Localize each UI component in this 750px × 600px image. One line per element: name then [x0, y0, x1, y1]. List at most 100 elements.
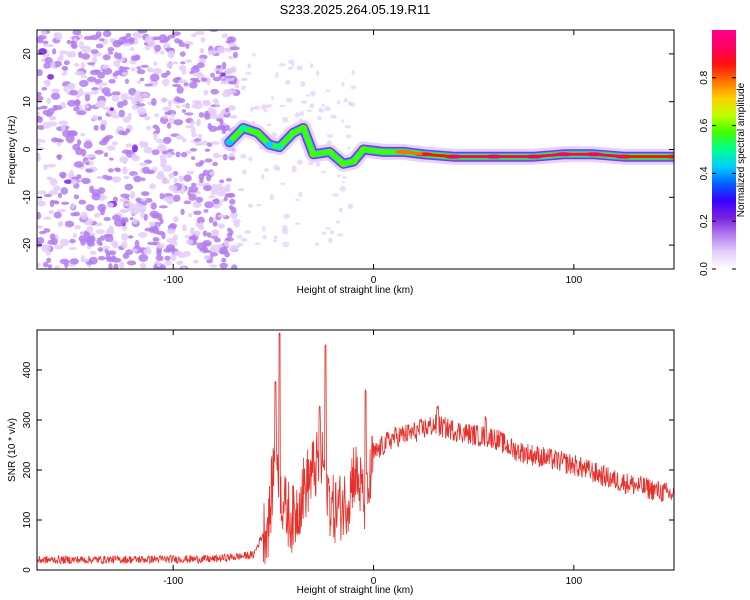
noise-blob	[181, 109, 187, 113]
noise-blob	[127, 112, 132, 121]
noise-blob	[339, 185, 346, 192]
noise-blob	[95, 222, 103, 227]
noise-blob	[146, 67, 154, 73]
noise-blob	[144, 227, 154, 232]
spectrogram-y-label: Frequency (Hz)	[7, 116, 18, 185]
noise-blob	[69, 169, 74, 176]
noise-blob	[54, 32, 63, 41]
noise-blob	[132, 248, 138, 253]
noise-blob	[221, 257, 227, 263]
noise-blob	[209, 252, 219, 257]
noise-blob	[148, 221, 156, 227]
noise-blob	[341, 81, 345, 87]
noise-blob	[175, 135, 184, 140]
noise-blob	[285, 97, 293, 103]
noise-blob	[106, 145, 116, 151]
noise-blob	[231, 264, 238, 269]
noise-blob	[111, 94, 120, 102]
noise-blob	[85, 204, 95, 212]
noise-blob	[168, 172, 175, 179]
noise-blob	[122, 166, 128, 175]
noise-blob	[190, 33, 197, 38]
noise-blob	[261, 226, 266, 232]
noise-blob	[179, 51, 186, 57]
noise-blob	[261, 104, 268, 111]
noise-blob	[37, 37, 44, 44]
noise-blob	[184, 235, 190, 239]
noise-blob	[331, 193, 339, 197]
noise-blob	[172, 31, 181, 36]
noise-blob	[300, 81, 306, 87]
noise-blob	[193, 210, 202, 216]
noise-blob	[199, 47, 205, 54]
noise-blob	[227, 105, 236, 111]
noise-blob	[78, 199, 87, 205]
y-tick-label: -10	[22, 190, 33, 205]
noise-blob	[349, 102, 356, 107]
y-tick-label: 0	[22, 146, 33, 152]
noise-blob	[328, 237, 333, 244]
noise-blob	[125, 128, 131, 134]
noise-blob	[69, 238, 76, 244]
noise-blob	[247, 63, 252, 69]
noise-blob	[99, 197, 105, 202]
spectrogram-image	[37, 30, 674, 269]
noise-blob	[83, 91, 93, 97]
noise-blob	[71, 176, 80, 180]
noise-blob	[194, 230, 201, 237]
noise-blob	[166, 62, 174, 69]
noise-blob	[176, 85, 184, 94]
noise-blob	[61, 65, 69, 71]
noise-blob	[242, 169, 247, 175]
noise-blob	[51, 238, 58, 246]
noise-blob	[158, 205, 168, 209]
noise-blob	[58, 120, 69, 126]
y-tick-label: 300	[22, 411, 33, 428]
noise-blob	[107, 51, 114, 55]
x-tick-label: 0	[371, 576, 377, 587]
noise-blob	[282, 224, 288, 231]
noise-blob	[261, 174, 265, 180]
noise-blob	[206, 142, 213, 147]
noise-blob	[181, 137, 187, 143]
noise-blob	[80, 211, 88, 220]
noise-blob	[196, 118, 201, 127]
noise-blob	[74, 225, 81, 230]
noise-blob	[95, 31, 102, 39]
noise-blob	[346, 146, 352, 150]
noise-blob	[89, 250, 97, 255]
noise-blob	[70, 179, 78, 185]
noise-blob	[38, 48, 47, 55]
noise-blob	[172, 234, 178, 242]
noise-blob	[249, 108, 254, 112]
noise-blob	[42, 40, 49, 45]
noise-blob	[97, 203, 107, 212]
noise-blob	[98, 38, 105, 42]
noise-blob	[115, 168, 121, 173]
noise-blob	[154, 113, 160, 118]
noise-blob	[120, 93, 129, 101]
noise-blob	[224, 240, 230, 248]
x-tick-label: 100	[565, 576, 582, 587]
ridge-core	[265, 141, 274, 148]
noise-blob	[116, 125, 124, 132]
noise-blob	[141, 191, 150, 197]
colorbar-tick-label: 0.2	[699, 214, 710, 228]
noise-blob	[157, 144, 167, 152]
noise-blob	[41, 139, 46, 143]
noise-blob	[263, 168, 270, 172]
noise-blob	[93, 124, 99, 131]
noise-blob	[37, 262, 41, 268]
noise-blob	[44, 79, 51, 87]
noise-blob	[76, 110, 87, 116]
noise-blob	[129, 190, 136, 199]
noise-blob	[212, 230, 219, 237]
noise-blob	[344, 124, 352, 129]
noise-blob	[209, 30, 219, 33]
noise-blob	[59, 238, 69, 247]
noise-blob	[98, 82, 108, 86]
noise-blob	[78, 235, 86, 242]
noise-blob	[54, 265, 61, 269]
noise-blob	[155, 126, 161, 135]
noise-blob	[202, 230, 208, 237]
